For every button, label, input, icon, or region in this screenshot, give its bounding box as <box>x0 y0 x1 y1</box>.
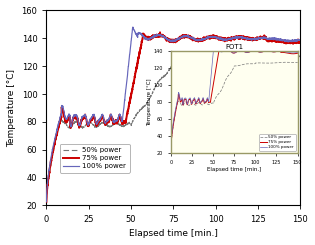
X-axis label: Elapsed time [min.]: Elapsed time [min.] <box>129 229 218 238</box>
Y-axis label: Temperature [°C]: Temperature [°C] <box>7 69 16 147</box>
Legend: 50% power, 75% power, 100% power: 50% power, 75% power, 100% power <box>60 144 129 173</box>
